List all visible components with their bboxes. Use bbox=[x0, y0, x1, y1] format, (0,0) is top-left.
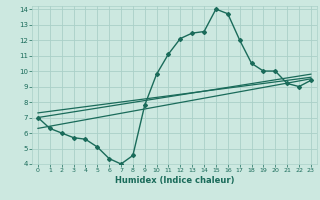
X-axis label: Humidex (Indice chaleur): Humidex (Indice chaleur) bbox=[115, 176, 234, 185]
